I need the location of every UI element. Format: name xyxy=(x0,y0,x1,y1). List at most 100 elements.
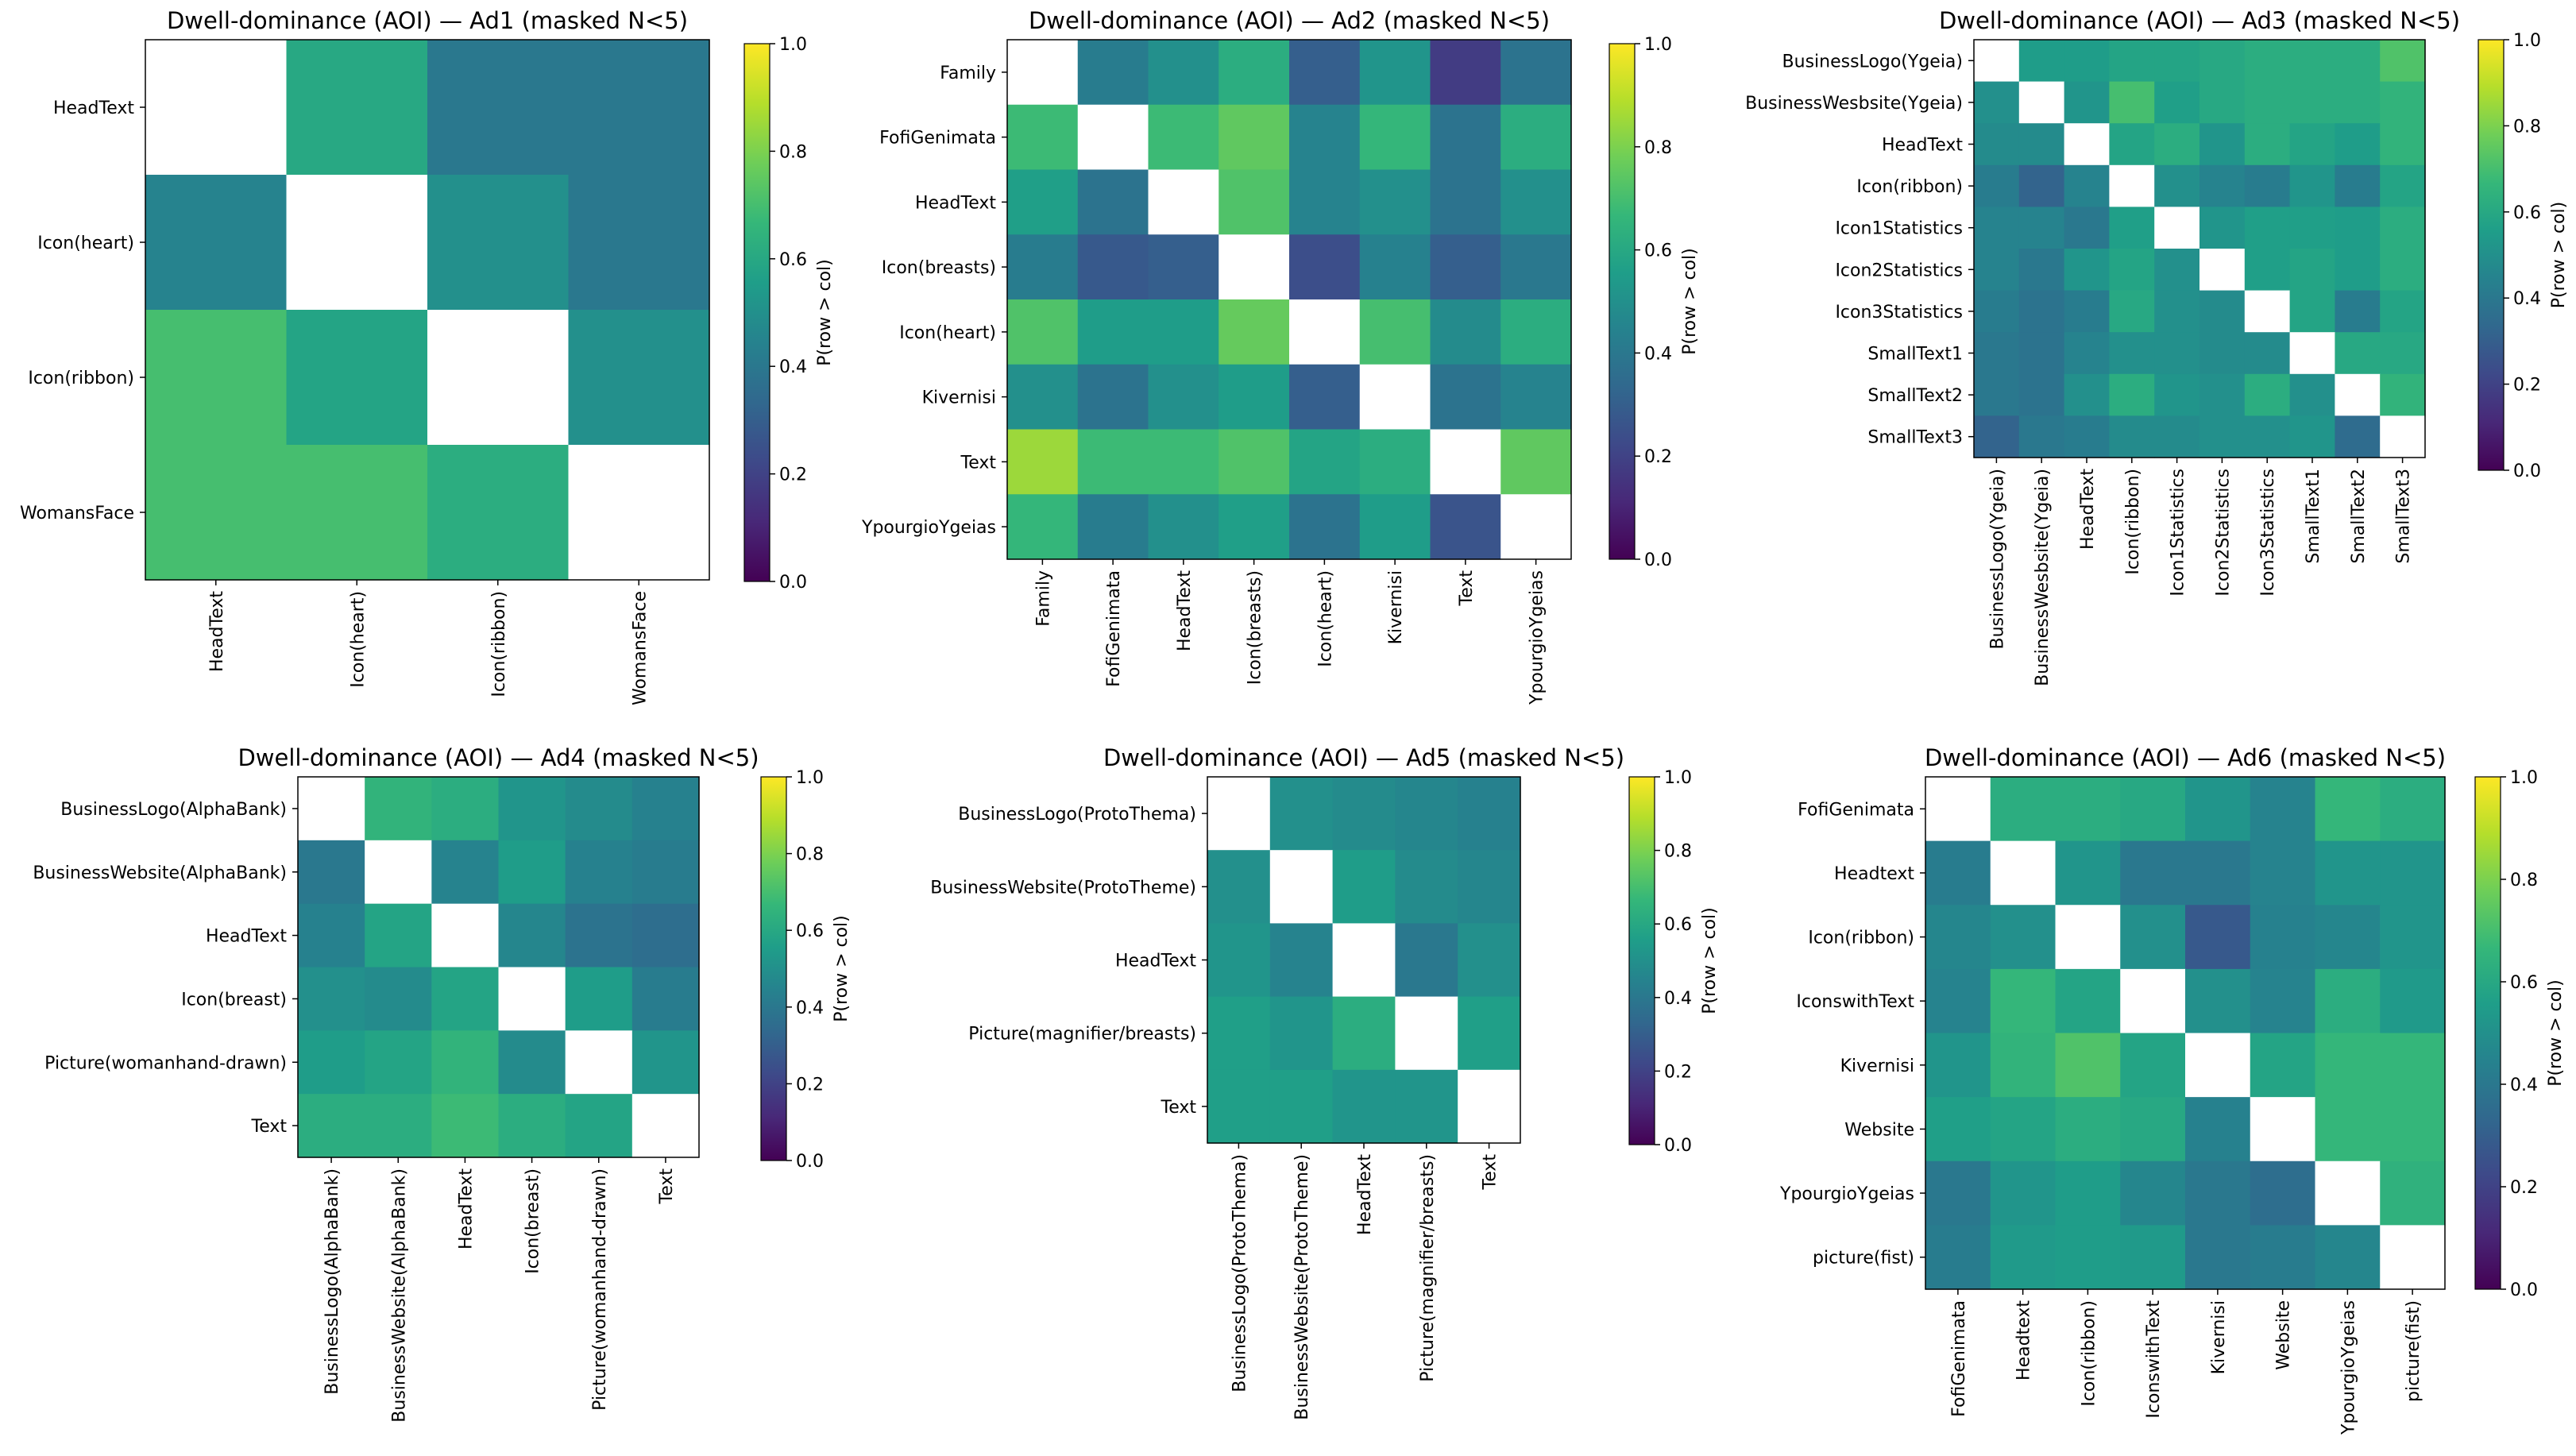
x-tick-label: Icon(ribbon) xyxy=(489,591,509,697)
heatmap-cell xyxy=(2154,81,2200,124)
heatmap-cell xyxy=(1925,1097,1991,1162)
masked-cell xyxy=(1289,299,1361,365)
heatmap-cell xyxy=(1925,1225,1991,1290)
heatmap-cell xyxy=(2289,81,2335,124)
heatmap-cell xyxy=(1359,299,1431,365)
heatmap-cell xyxy=(1990,1097,2057,1162)
heatmap-cell xyxy=(1332,996,1396,1071)
colorbar-tick-label: 0.2 xyxy=(779,465,807,485)
x-tick-label: IconswithText xyxy=(2144,1300,2164,1419)
y-tick-label: FofiGenimata xyxy=(1798,800,1914,820)
heatmap-cell xyxy=(2064,415,2110,458)
heatmap-cell xyxy=(2380,40,2426,83)
colorbar-tick-label: 0.8 xyxy=(779,142,807,162)
heatmap-cell xyxy=(2315,1225,2381,1290)
heatmap-cell xyxy=(1430,364,1501,431)
x-tick-label: BusinessWebsite(ProtoTheme) xyxy=(1292,1154,1312,1420)
heatmap-cell xyxy=(1269,996,1334,1071)
heatmap-cell xyxy=(631,1030,700,1095)
masked-cell xyxy=(2244,290,2291,333)
heatmap-cell xyxy=(2380,905,2446,970)
heatmap-cell xyxy=(2315,1033,2381,1098)
y-tick-label: Text xyxy=(960,453,997,473)
x-tick-label: Headtext xyxy=(2014,1300,2034,1381)
heatmap-cell xyxy=(2064,40,2110,83)
masked-cell xyxy=(2335,373,2381,416)
heatmap-cell xyxy=(2335,249,2381,292)
heatmap-cell xyxy=(2244,249,2291,292)
x-tick-label: Website xyxy=(2274,1300,2294,1370)
heatmap-cell xyxy=(2289,415,2335,458)
heatmap-cell xyxy=(565,1094,633,1158)
y-tick-label: YpourgioYgeias xyxy=(861,518,996,538)
heatmap-cell xyxy=(298,1094,365,1158)
colorbar xyxy=(760,776,787,1161)
heatmap-cell xyxy=(2120,1033,2186,1098)
heatmap-cell xyxy=(2185,968,2251,1034)
masked-cell xyxy=(1395,996,1458,1071)
y-tick-label: YpourgioYgeias xyxy=(1779,1184,1914,1204)
x-tick-label: Icon1Statistics xyxy=(2169,469,2188,597)
heatmap-cell xyxy=(1430,169,1501,235)
heatmap-cell xyxy=(498,1030,566,1095)
heatmap-cell xyxy=(2289,164,2335,207)
heatmap-cell xyxy=(2335,290,2381,333)
heatmap-cell xyxy=(565,840,633,905)
heatmap-cell xyxy=(1077,169,1149,235)
heatmap-cell xyxy=(498,1094,566,1158)
heatmap-panel-ad4: Dwell-dominance (AOI) — Ad4 (masked N<5)… xyxy=(33,744,852,1423)
heatmap-cell xyxy=(365,1094,432,1158)
heatmap-cell xyxy=(2199,123,2246,166)
heatmap-cell xyxy=(2315,968,2381,1034)
chart-title: Dwell-dominance (AOI) — Ad5 (masked N<5) xyxy=(1103,744,1624,771)
heatmap-cell xyxy=(1218,40,1290,106)
colorbar-tick-label: 0.6 xyxy=(2513,203,2541,223)
heatmap-cell xyxy=(2335,123,2381,166)
heatmap-cell xyxy=(2154,290,2200,333)
plot-frame xyxy=(1925,776,2446,1290)
heatmap-cell xyxy=(2380,1161,2446,1226)
heatmap-cell xyxy=(1500,169,1572,235)
heatmap-cell xyxy=(1218,169,1290,235)
heatmap-cell xyxy=(2154,164,2200,207)
heatmap-cell xyxy=(1974,207,2020,249)
heatmap-cell xyxy=(2380,968,2446,1034)
heatmap-cell xyxy=(1077,364,1149,431)
masked-cell xyxy=(145,40,288,176)
heatmap-cell xyxy=(1458,777,1521,851)
heatmap-cell xyxy=(1359,169,1431,235)
x-tick-label: BusinessLogo(AlphaBank) xyxy=(322,1168,342,1395)
y-tick-label: Icon(heart) xyxy=(37,234,134,253)
colorbar-tick-label: 0.4 xyxy=(779,357,807,377)
masked-cell xyxy=(2380,415,2426,458)
masked-cell xyxy=(565,1030,633,1095)
heatmap-cell xyxy=(1218,494,1290,560)
heatmap-cell xyxy=(1289,364,1361,431)
heatmap-cell xyxy=(631,777,700,841)
heatmap-cell xyxy=(2055,1033,2121,1098)
heatmap-cell xyxy=(2064,332,2110,375)
heatmap-cell xyxy=(1218,364,1290,431)
plot-frame xyxy=(1973,39,2426,458)
colorbar-tick-label: 0.2 xyxy=(2513,376,2541,396)
x-tick-label: Icon3Statistics xyxy=(2258,469,2278,597)
x-tick-label: Text xyxy=(1457,570,1477,607)
heatmap-cell xyxy=(2055,777,2121,842)
heatmap-cell xyxy=(1395,923,1458,998)
y-tick-label: HeadText xyxy=(206,927,287,947)
heatmap-cell xyxy=(2380,1097,2446,1162)
heatmap-cell xyxy=(1359,429,1431,495)
colorbar-tick-label: 0.8 xyxy=(2513,117,2541,137)
colorbar-label: P(row > col) xyxy=(1680,248,1700,355)
masked-cell xyxy=(1430,429,1501,495)
heatmap-cell xyxy=(1359,40,1431,106)
heatmap-cell xyxy=(1289,429,1361,495)
y-tick-label: Icon(breasts) xyxy=(882,258,996,278)
colorbar-tick-label: 1.0 xyxy=(2513,31,2541,51)
masked-cell xyxy=(2185,1033,2251,1098)
masked-cell xyxy=(2064,123,2110,166)
heatmap-cell xyxy=(2250,1225,2316,1290)
heatmap-cell xyxy=(1269,777,1334,851)
heatmap-cell xyxy=(298,903,365,968)
